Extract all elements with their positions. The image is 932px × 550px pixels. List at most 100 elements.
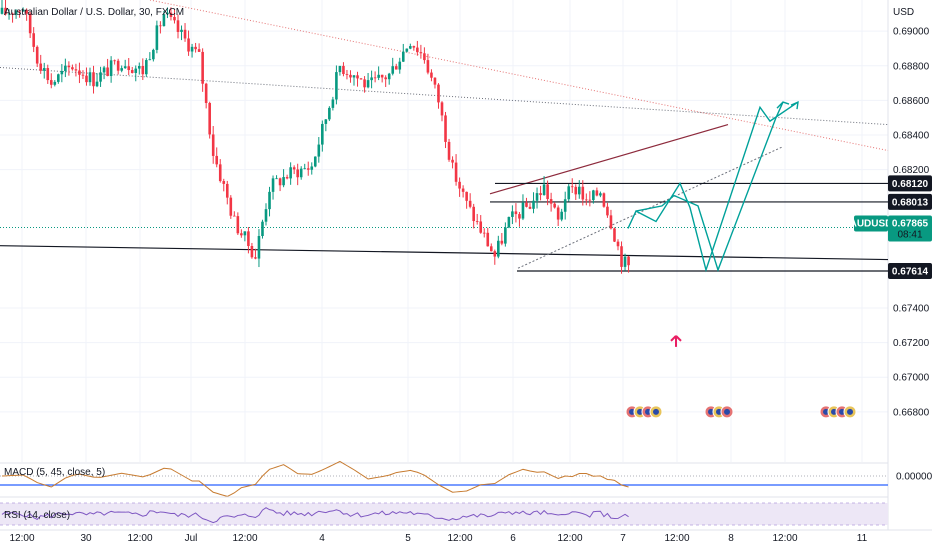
- candle-body: [208, 102, 211, 135]
- candle-body: [342, 65, 345, 75]
- candle-body: [338, 65, 342, 73]
- candle-body: [317, 144, 321, 157]
- price-axis[interactable]: 0.69000 0.68800 0.68600 0.68400 0.68200 0.674…: [850, 27, 932, 419]
- x-tick-label: 12:00: [447, 533, 472, 544]
- candle-body: [306, 168, 310, 170]
- projection-zigzag-a: [627, 101, 799, 273]
- candle-body: [627, 256, 630, 266]
- candle-body: [391, 66, 395, 74]
- candle-body: [542, 184, 546, 196]
- y-tick-label: 0.68800: [893, 61, 930, 72]
- x-tick-label: 6: [510, 533, 516, 544]
- candle-body: [278, 178, 282, 186]
- candle-body: [472, 206, 475, 222]
- candle-body: [21, 10, 25, 12]
- x-tick-label: 12:00: [772, 533, 797, 544]
- candle-body: [71, 67, 74, 70]
- candle-body: [116, 60, 120, 71]
- candle-body: [7, 13, 11, 15]
- projection-path: [627, 100, 799, 347]
- candle-body: [243, 231, 247, 236]
- candle-body: [497, 240, 500, 257]
- candle-body: [159, 25, 162, 27]
- projection-arrowhead: [790, 100, 799, 110]
- candle-body: [321, 123, 324, 145]
- candle-body: [479, 221, 483, 233]
- candle-body: [88, 72, 92, 83]
- candle-body: [482, 232, 486, 234]
- candle-body: [419, 52, 423, 54]
- candle-body: [127, 66, 131, 71]
- event-flag-icon-inner: [645, 408, 651, 415]
- event-flag-icon-inner: [831, 408, 837, 415]
- candle-body: [384, 77, 387, 80]
- x-tick-label: 7: [620, 533, 626, 544]
- candle-body: [257, 236, 261, 259]
- event-flag-icon-inner: [708, 408, 714, 415]
- candle-body: [416, 47, 419, 53]
- candle-body: [173, 16, 176, 21]
- candle-body: [567, 186, 571, 200]
- candle-body: [152, 49, 155, 60]
- candle-body: [620, 246, 623, 267]
- candle-body: [35, 46, 39, 64]
- candle-body: [595, 190, 599, 196]
- rsi-line: [1, 507, 629, 524]
- candle-body: [437, 84, 440, 103]
- price-tag-support-text: 0.67614: [892, 266, 929, 277]
- candle-body: [145, 60, 148, 75]
- candle-body: [99, 72, 102, 82]
- candle-body: [359, 78, 363, 80]
- x-tick-label: 5: [405, 533, 411, 544]
- descending-trendline: [149, 0, 889, 152]
- candle-body: [602, 193, 606, 207]
- candle-body: [606, 206, 609, 216]
- candle-body: [254, 257, 257, 259]
- candle-body: [511, 211, 514, 217]
- candle-body: [546, 184, 549, 200]
- candle-body: [430, 72, 433, 78]
- symbol-tag-text: AUDUSD: [850, 219, 893, 230]
- candle-body: [250, 246, 254, 258]
- candle-body: [592, 190, 595, 201]
- candle-body: [447, 141, 451, 160]
- candle-body: [405, 48, 409, 52]
- candles: [0, 0, 630, 274]
- grid: [0, 0, 932, 531]
- candle-body: [313, 156, 317, 167]
- candle-body: [81, 74, 85, 76]
- candle-body: [285, 177, 289, 179]
- candle-body: [588, 199, 592, 201]
- candle-body: [412, 46, 416, 48]
- candle-body: [532, 200, 535, 209]
- candle-body: [366, 80, 370, 88]
- candle-body: [289, 167, 292, 179]
- trendlines: [0, 0, 889, 272]
- candle-body: [268, 191, 271, 210]
- x-tick-label: 12:00: [557, 533, 582, 544]
- candle-body: [377, 74, 380, 78]
- time-axis[interactable]: 12:00 30 12:00 Jul 12:00 4 5 12:00 6 12:00 7 12:00 8…: [9, 533, 867, 544]
- candle-body: [581, 186, 585, 200]
- candle-body: [67, 65, 71, 68]
- candle-body: [215, 155, 219, 165]
- event-flag-icon-inner: [629, 408, 635, 415]
- candle-body: [310, 166, 314, 170]
- x-tick-label: 4: [319, 533, 325, 544]
- countdown-text: 08:41: [897, 230, 922, 241]
- candle-body: [345, 74, 349, 75]
- candle-body: [39, 63, 43, 71]
- candle-body: [349, 74, 352, 78]
- candle-body: [465, 191, 468, 201]
- candle-body: [155, 25, 159, 50]
- candle-body: [373, 77, 377, 79]
- candle-body: [120, 68, 123, 71]
- y-tick-label: 0.68200: [893, 165, 930, 176]
- candle-body: [271, 178, 275, 192]
- event-flag-icon-inner: [724, 408, 730, 415]
- candle-body: [64, 65, 67, 72]
- candle-body: [106, 67, 109, 77]
- candle-body: [4, 7, 7, 15]
- candle-body: [585, 199, 588, 201]
